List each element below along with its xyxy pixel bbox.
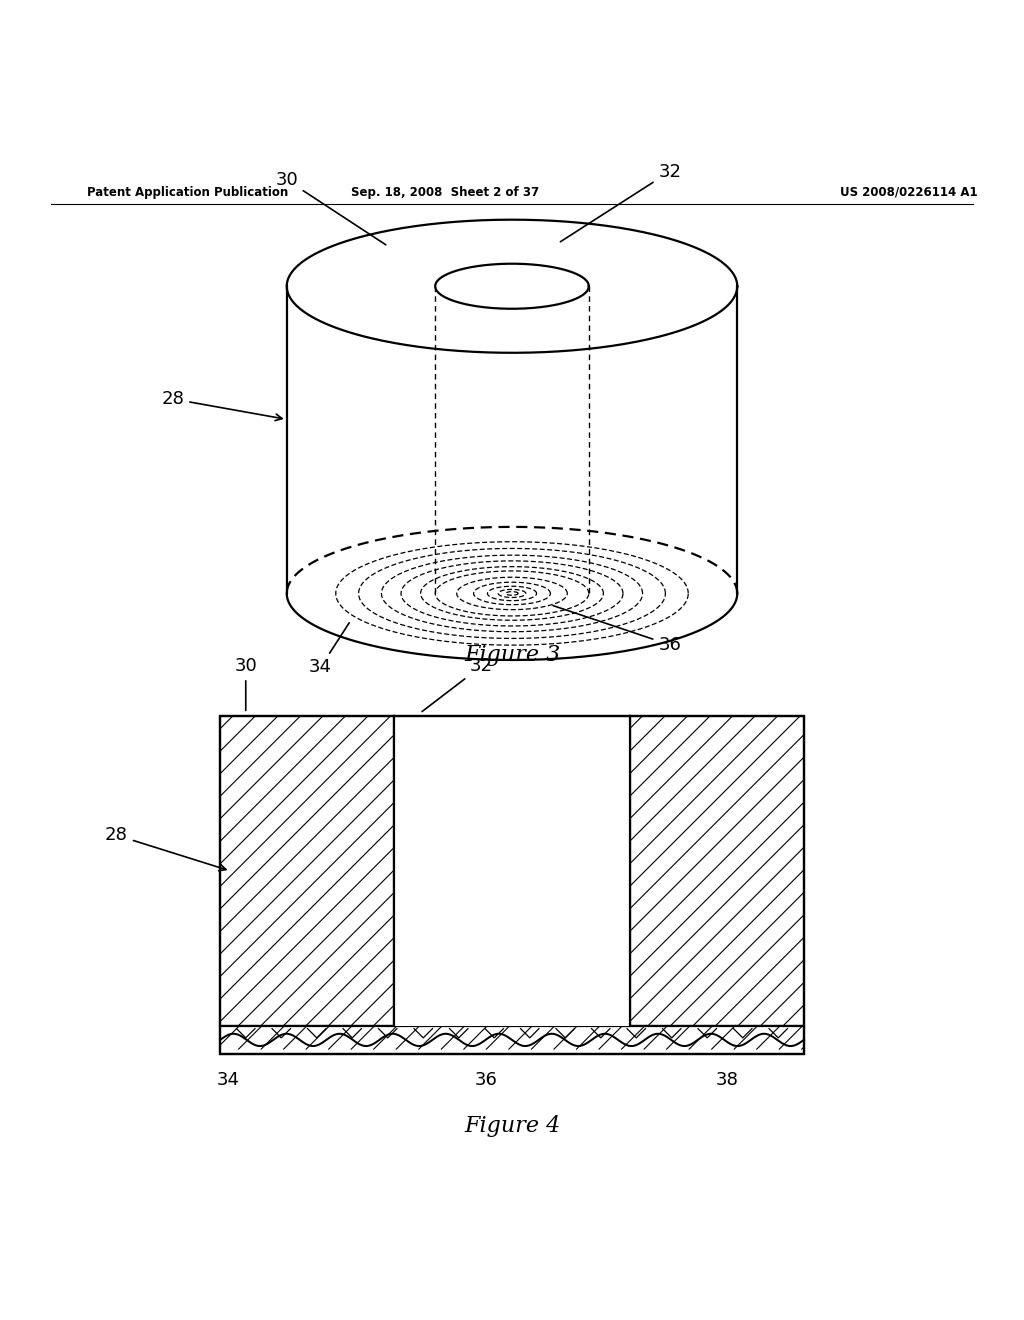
Text: US 2008/0226114 A1: US 2008/0226114 A1: [840, 186, 977, 198]
Bar: [630, 717, 804, 1026]
Text: 34: 34: [217, 1071, 240, 1089]
Text: 30: 30: [275, 170, 386, 244]
Bar: [394, 717, 630, 1026]
Text: 34: 34: [309, 623, 349, 676]
Text: Figure 3: Figure 3: [464, 644, 560, 665]
Bar: [220, 1026, 804, 1055]
Text: 36: 36: [553, 606, 681, 653]
Bar: [220, 717, 394, 1026]
Bar: [220, 717, 804, 1055]
Text: 38: 38: [716, 1071, 738, 1089]
Text: Figure 4: Figure 4: [464, 1115, 560, 1137]
Text: 30: 30: [234, 657, 257, 710]
Text: Sep. 18, 2008  Sheet 2 of 37: Sep. 18, 2008 Sheet 2 of 37: [351, 186, 540, 198]
Text: Patent Application Publication: Patent Application Publication: [87, 186, 289, 198]
Text: 32: 32: [422, 657, 493, 711]
Text: 28: 28: [162, 389, 283, 421]
Text: 32: 32: [560, 162, 681, 242]
Text: 36: 36: [475, 1071, 498, 1089]
Text: 28: 28: [105, 826, 226, 871]
